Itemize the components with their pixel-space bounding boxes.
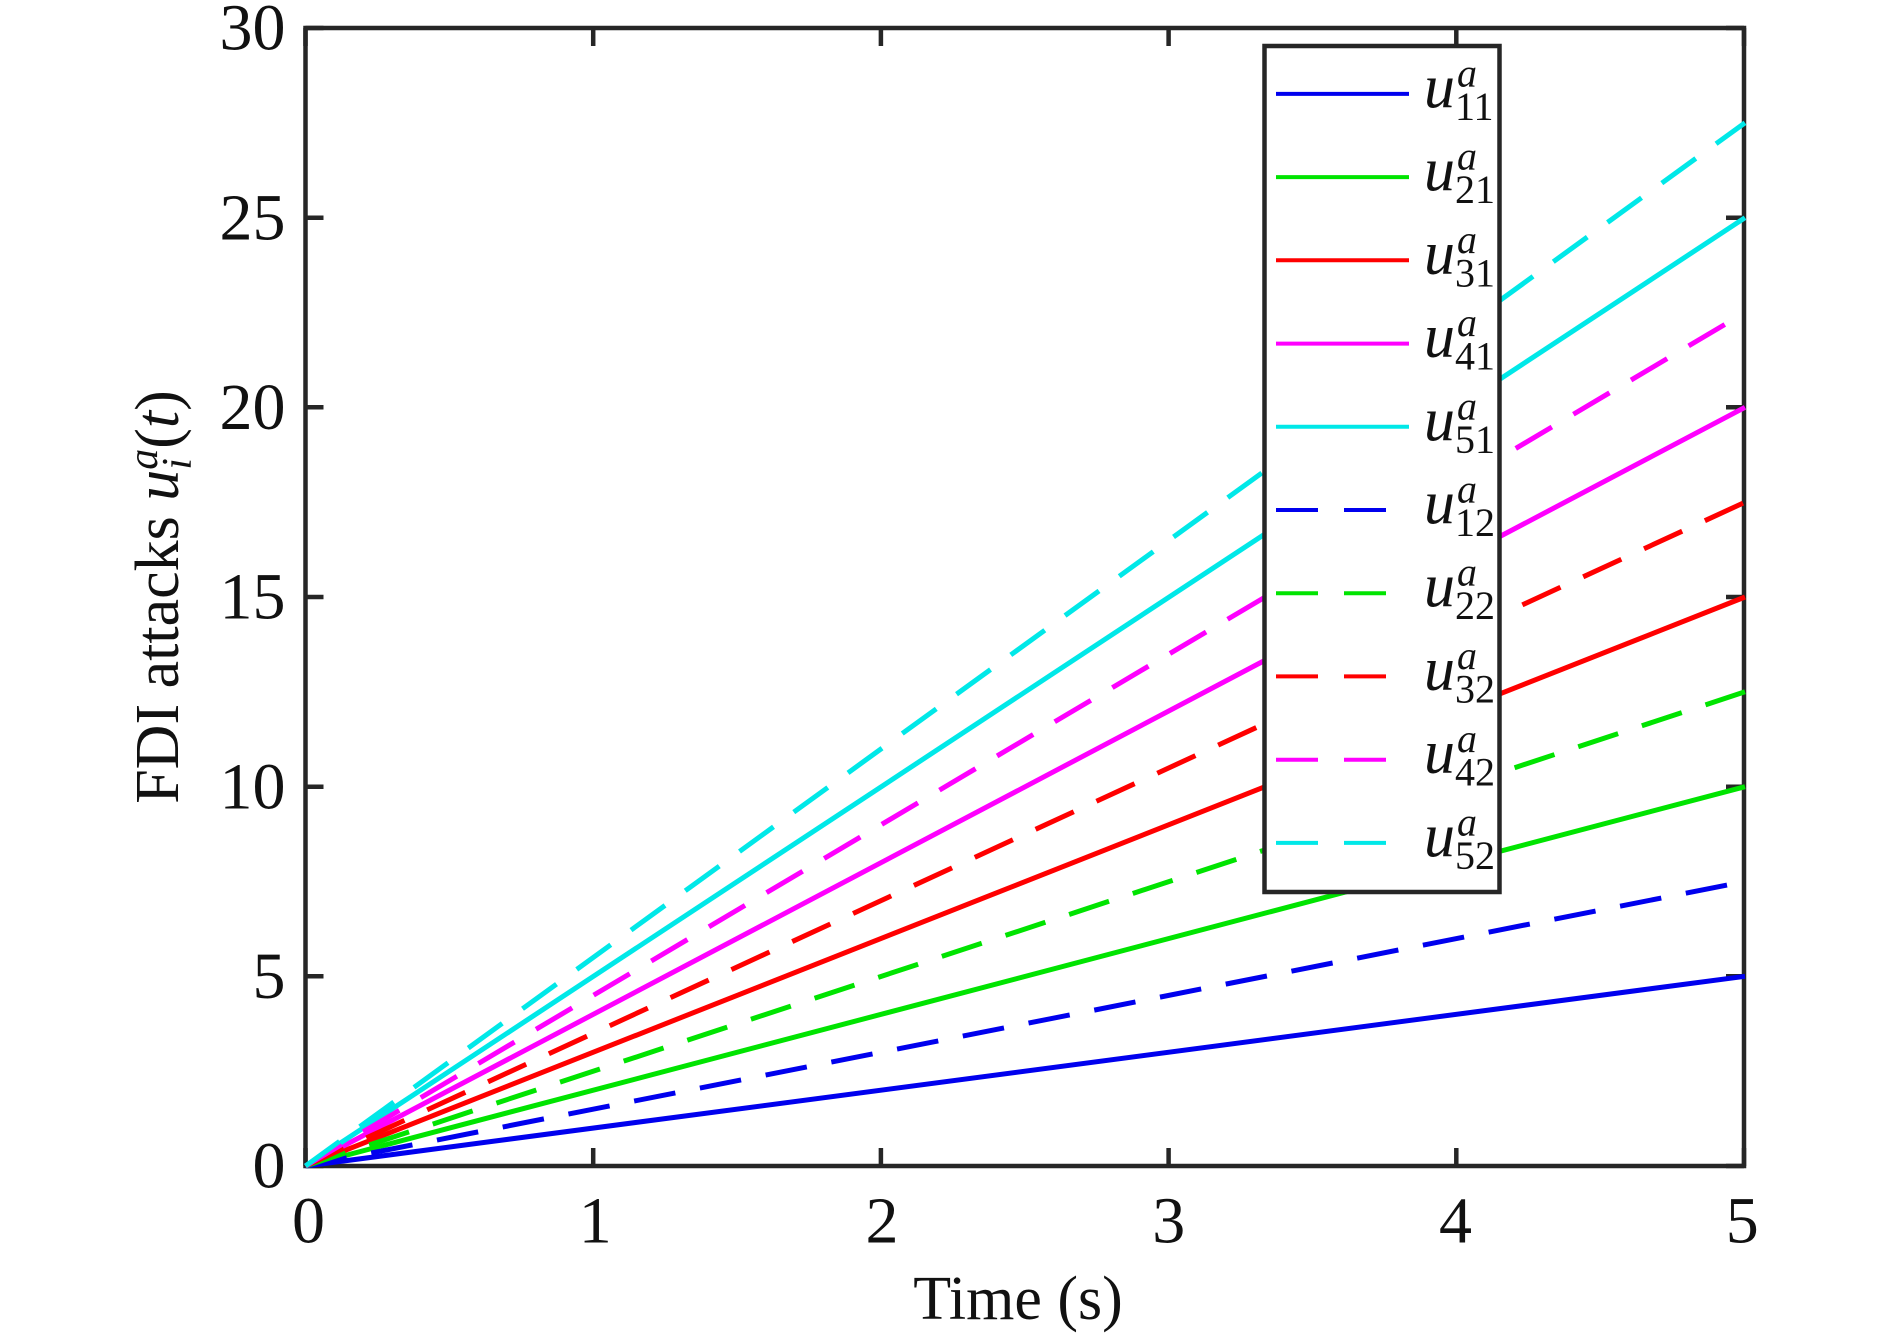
svg-text:a: a xyxy=(1457,300,1477,345)
svg-text:21: 21 xyxy=(1455,167,1495,212)
svg-text:5: 5 xyxy=(253,940,286,1013)
svg-text:31: 31 xyxy=(1455,250,1495,295)
svg-text:Time (s): Time (s) xyxy=(913,1265,1123,1333)
svg-text:(t): (t) xyxy=(124,390,192,449)
svg-text:a: a xyxy=(1457,383,1477,428)
svg-text:a: a xyxy=(1457,50,1477,95)
svg-text:5: 5 xyxy=(1726,1185,1759,1258)
svg-text:41: 41 xyxy=(1455,334,1495,379)
svg-text:u: u xyxy=(1424,53,1455,121)
svg-text:a: a xyxy=(1457,799,1477,844)
svg-text:u: u xyxy=(1424,470,1455,538)
svg-text:1: 1 xyxy=(579,1185,612,1258)
svg-text:u: u xyxy=(1424,553,1455,621)
svg-text:51: 51 xyxy=(1455,417,1495,462)
svg-text:2: 2 xyxy=(866,1185,899,1258)
svg-text:22: 22 xyxy=(1455,583,1495,628)
svg-text:a: a xyxy=(121,449,167,470)
svg-text:i: i xyxy=(155,458,201,470)
svg-text:42: 42 xyxy=(1455,750,1495,795)
svg-text:0: 0 xyxy=(292,1185,325,1258)
svg-text:u: u xyxy=(1424,220,1455,288)
svg-text:0: 0 xyxy=(253,1130,286,1203)
svg-text:u: u xyxy=(1424,137,1455,205)
svg-text:a: a xyxy=(1457,550,1477,595)
svg-text:30: 30 xyxy=(220,0,286,65)
svg-text:u: u xyxy=(1424,636,1455,704)
svg-text:a: a xyxy=(1457,467,1477,512)
svg-text:4: 4 xyxy=(1439,1185,1472,1258)
svg-text:a: a xyxy=(1457,716,1477,761)
svg-text:10: 10 xyxy=(220,750,286,823)
svg-text:a: a xyxy=(1457,633,1477,678)
svg-text:u: u xyxy=(1424,386,1455,454)
svg-text:FDI attacks: FDI attacks xyxy=(124,516,192,804)
svg-text:32: 32 xyxy=(1455,666,1495,711)
svg-text:u: u xyxy=(1424,802,1455,870)
svg-text:3: 3 xyxy=(1152,1185,1185,1258)
svg-text:u: u xyxy=(1424,303,1455,371)
svg-text:15: 15 xyxy=(220,561,286,634)
svg-text:20: 20 xyxy=(220,371,286,444)
svg-text:11: 11 xyxy=(1455,84,1494,129)
svg-text:12: 12 xyxy=(1455,500,1495,545)
svg-text:u: u xyxy=(1424,719,1455,787)
svg-text:u: u xyxy=(124,470,192,501)
svg-text:a: a xyxy=(1457,134,1477,179)
svg-text:52: 52 xyxy=(1455,833,1495,878)
svg-text:25: 25 xyxy=(220,181,286,254)
svg-text:a: a xyxy=(1457,217,1477,262)
